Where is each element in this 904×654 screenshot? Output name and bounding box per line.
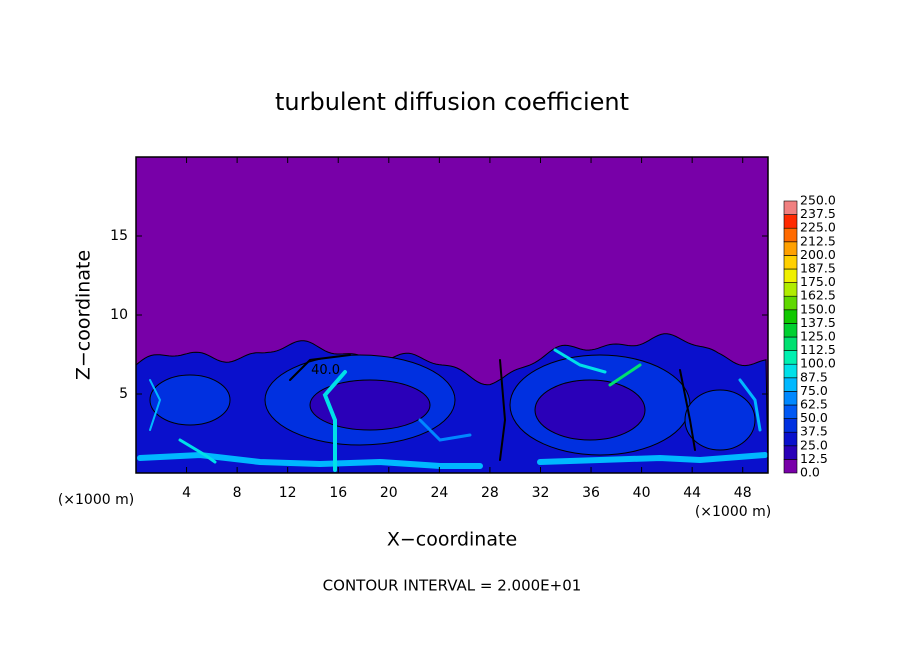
- colorbar-band: [783, 323, 798, 338]
- colorbar-band: [783, 445, 798, 460]
- colorbar-label: 87.5: [800, 369, 828, 384]
- contour-interval-note: CONTOUR INTERVAL = 2.000E+01: [323, 577, 582, 595]
- streak: [418, 418, 472, 442]
- colorbar-band: [783, 295, 798, 311]
- streak: [738, 378, 762, 432]
- colorbar-label: 50.0: [800, 410, 828, 425]
- colorbar-label: 237.5: [800, 206, 836, 221]
- x-tick-label: 48: [734, 485, 752, 501]
- colorbar-label: 137.5: [800, 315, 836, 330]
- colorbar-band: [783, 363, 798, 379]
- x-tick-label: 4: [182, 485, 191, 501]
- x-tick-label: 32: [532, 485, 550, 501]
- colorbar-label: 112.5: [800, 342, 836, 357]
- streak: [537, 452, 768, 465]
- colorbar-label: 62.5: [800, 397, 828, 412]
- streak: [608, 363, 642, 387]
- colorbar-label: 250.0: [800, 193, 836, 208]
- x-tick-label: 40: [633, 485, 651, 501]
- x-unit-label: (×1000 m): [58, 492, 134, 508]
- streak: [149, 379, 162, 431]
- colorbar-label: 125.0: [800, 329, 836, 344]
- x-unit-label: (×1000 m): [695, 504, 771, 520]
- colorbar-band: [783, 268, 798, 283]
- colorbar-label: 37.5: [800, 424, 828, 439]
- colorbar-band: [783, 418, 798, 433]
- colorbar-label: 0.0: [800, 465, 820, 480]
- eddy: [534, 379, 646, 441]
- streak: [137, 451, 483, 469]
- colorbar-label: 25.0: [800, 437, 828, 452]
- colorbar-label: 175.0: [800, 274, 836, 289]
- colorbar-label: 212.5: [800, 233, 836, 248]
- x-tick-label: 12: [279, 485, 297, 501]
- x-tick-label: 16: [329, 485, 347, 501]
- streak: [499, 359, 507, 461]
- x-tick-label: 28: [481, 485, 499, 501]
- colorbar-label: 162.5: [800, 288, 836, 303]
- colorbar-label: 225.0: [800, 220, 836, 235]
- colorbar-band: [783, 214, 798, 229]
- colorbar-band: [783, 459, 798, 474]
- colorbar-label: 200.0: [800, 247, 836, 262]
- x-axis-title: X−coordinate: [387, 529, 517, 551]
- streak: [322, 370, 347, 472]
- axes: 4 8 12 16 20 24 28 32 36 40 44 48510150.012.525.037…: [110, 156, 836, 501]
- colorbar-band: [783, 391, 798, 406]
- colorbar-band: [783, 200, 798, 215]
- eddy: [149, 374, 231, 426]
- y-tick-label: 10: [110, 307, 128, 323]
- y-axis-title: Z−coordinate: [73, 250, 95, 380]
- colorbar-label: 150.0: [800, 301, 836, 316]
- colorbar-band: [783, 377, 798, 392]
- y-tick-label: 5: [119, 386, 128, 402]
- colorbar-label: 100.0: [800, 356, 836, 371]
- colorbar-band: [783, 350, 798, 365]
- x-tick-label: 24: [430, 485, 448, 501]
- colorbar-band: [783, 336, 798, 351]
- chart-title: turbulent diffusion coefficient: [275, 88, 629, 116]
- colorbar-label: 75.0: [800, 383, 828, 398]
- colorbar-band: [783, 255, 798, 270]
- eddy: [684, 389, 756, 451]
- x-tick-label: 20: [380, 485, 398, 501]
- x-tick-label: 36: [582, 485, 600, 501]
- colorbar-label: 187.5: [800, 261, 836, 276]
- streak: [679, 369, 696, 451]
- colorbar-band: [783, 404, 798, 419]
- colorbar-band: [783, 241, 798, 256]
- x-tick-label: 8: [233, 485, 242, 501]
- streak: [553, 348, 607, 374]
- contour-label: 40.0: [311, 363, 340, 378]
- colorbar-band: [783, 431, 798, 447]
- streak: [289, 354, 351, 381]
- eddy: [309, 379, 431, 431]
- x-tick-label: 44: [683, 485, 701, 501]
- colorbar-band: [783, 227, 798, 243]
- colorbar-label: 12.5: [800, 451, 828, 466]
- streak: [178, 438, 217, 464]
- y-tick-label: 15: [110, 228, 128, 244]
- colorbar-band: [783, 309, 798, 324]
- field: 40.0: [135, 157, 769, 474]
- colorbar-band: [783, 282, 798, 297]
